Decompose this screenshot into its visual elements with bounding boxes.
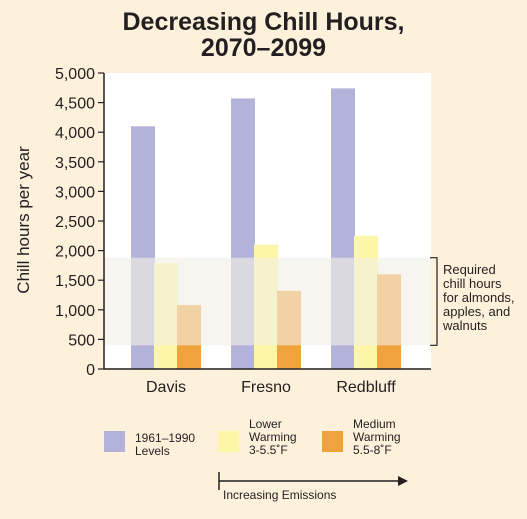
legend-swatch-baseline: [104, 431, 125, 452]
chart-title-line-1: Decreasing Chill Hours,: [122, 8, 405, 36]
y-tick-label-3: 1,500: [55, 273, 95, 290]
legend-label-lower-warming: Lower Warming 3-5.5˚F: [249, 417, 297, 457]
legend-label-baseline: 1961–1990 Levels: [135, 431, 196, 458]
y-tick-label-8: 4,000: [55, 125, 95, 142]
legend-label-medium-warming: Medium Warming 5.5-8˚F: [353, 417, 401, 457]
x-tick-label-redbluff: Redbluff: [336, 379, 396, 396]
band-bracket: [430, 257, 438, 346]
y-tick-label-1: 500: [68, 332, 95, 349]
y-tick-label-6: 3,000: [55, 184, 95, 201]
y-tick-label-10: 5,000: [55, 66, 95, 83]
y-tick-label-7: 3,500: [55, 155, 95, 172]
emissions-label: Increasing Emissions: [223, 488, 337, 502]
y-tick-label-0: 0: [86, 362, 95, 379]
legend-swatch-medium-warming: [322, 431, 343, 452]
required-chill-band: [104, 257, 431, 346]
legend-swatch-lower-warming: [218, 431, 239, 452]
y-tick-label-5: 2,500: [55, 214, 95, 231]
chart-title-line-2: 2070–2099: [200, 34, 327, 62]
emissions-arrow-head: [398, 476, 408, 486]
x-tick-label-fresno: Fresno: [241, 379, 291, 396]
y-tick-label-4: 2,000: [55, 244, 95, 261]
band-annotation: Required chill hours for almonds, apples…: [443, 262, 515, 333]
x-tick-label-davis: Davis: [146, 379, 186, 396]
y-tick-label-2: 1,000: [55, 303, 95, 320]
y-tick-label-9: 4,500: [55, 96, 95, 113]
